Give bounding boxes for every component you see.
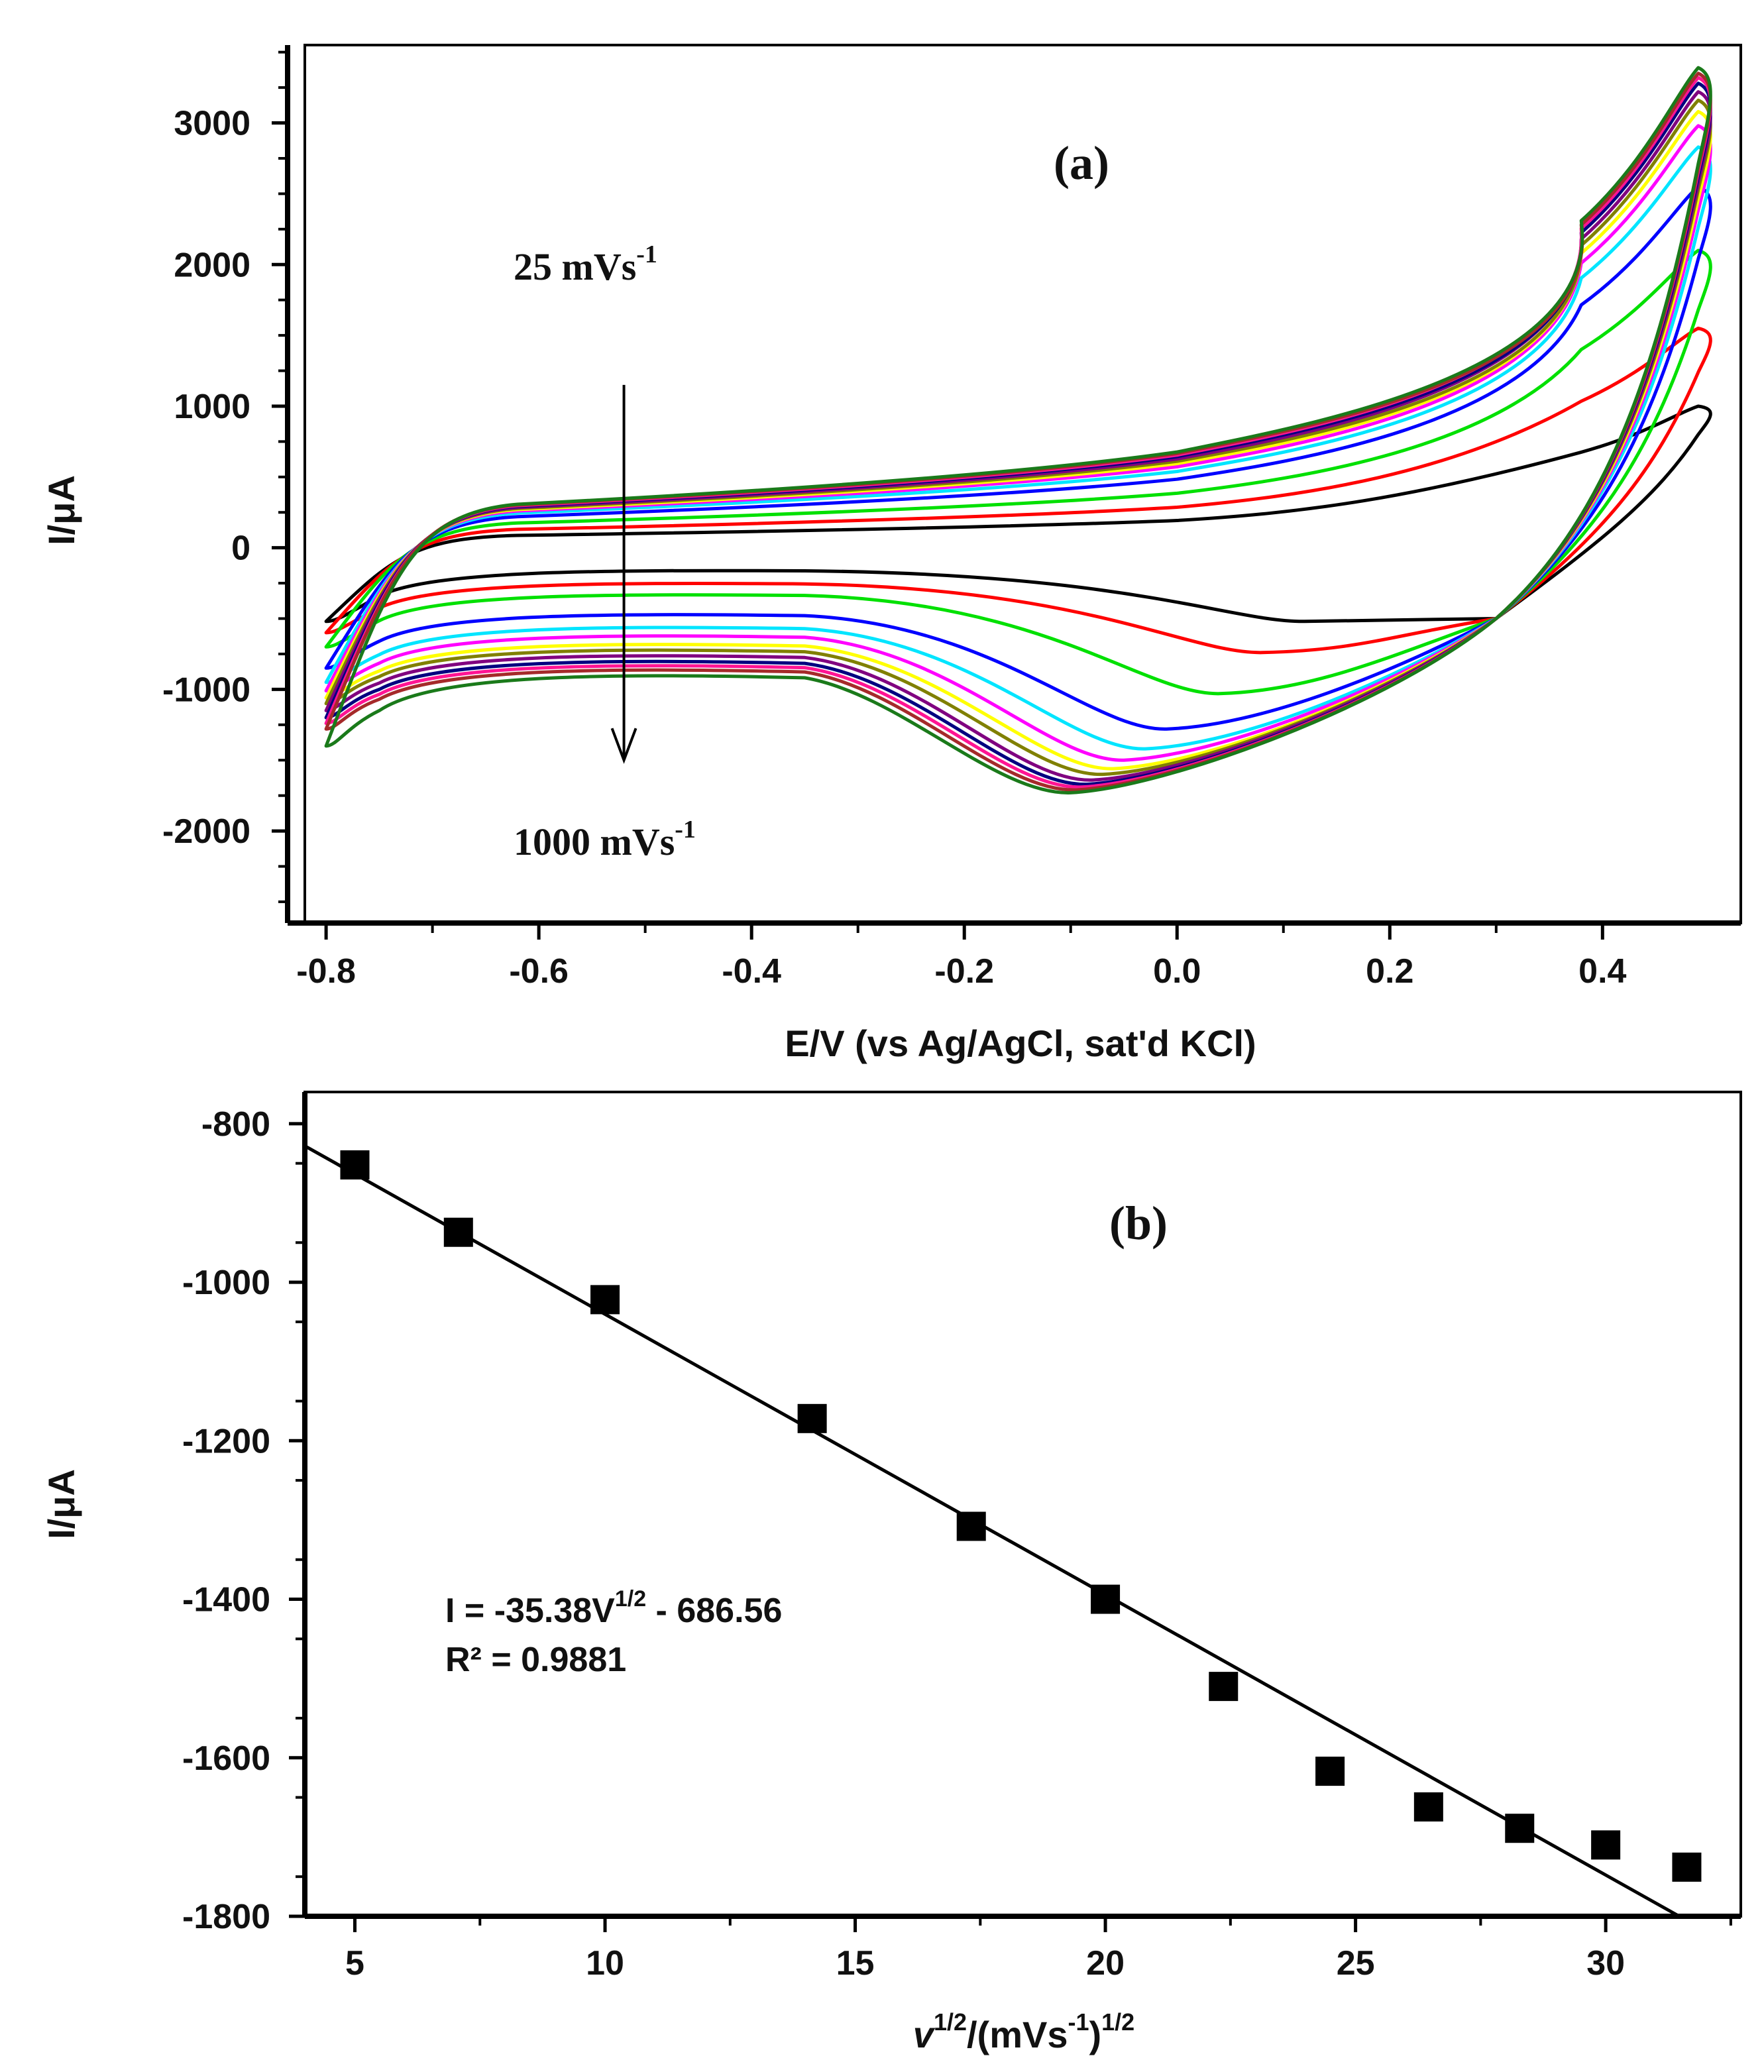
chart-a-series-5 [324, 145, 1712, 751]
chart-b-data-point [1315, 1757, 1345, 1786]
chart-a-y-tick-label: -2000 [162, 812, 250, 851]
chart-b-fit-equation: I = -35.38V1/2 - 686.56 [445, 1586, 782, 1630]
chart-a-series-6 [324, 124, 1712, 762]
chart-b-data-point [443, 1217, 473, 1247]
chart-b-x-tick-label: 5 [345, 1944, 364, 1983]
chart-a-direction-arrow [610, 384, 637, 764]
chart-b-y-tick-label: -1600 [182, 1739, 270, 1778]
chart-b-y-tick-label: -1400 [182, 1581, 270, 1619]
chart-b-y-axis-title: I/μA [40, 1469, 82, 1539]
chart-b-x-tick-label: 15 [836, 1944, 875, 1983]
chart-b-x-tick-label: 30 [1586, 1944, 1625, 1983]
chart-b-data-point [956, 1511, 986, 1541]
chart-a-y-tick-label: 1000 [174, 388, 250, 426]
chart-b-data-point [1209, 1672, 1239, 1702]
chart-b-data-point [1505, 1814, 1535, 1843]
chart-a-panel-label: (a) [1054, 136, 1109, 190]
chart-a-x-tick-label: 0.0 [1153, 952, 1201, 991]
chart-a-x-tick-label: 0.2 [1366, 952, 1413, 991]
chart-b-y-tick-label: -800 [201, 1105, 270, 1144]
chart-a-end-annotation: 1000 mVs-1 [514, 816, 696, 863]
chart-b-panel-label: (b) [1109, 1197, 1168, 1250]
chart-a-start-annotation: 25 mVs-1 [514, 241, 657, 288]
chart-b-y-tick-label: -1200 [182, 1422, 270, 1460]
chart-b-x-axis-title: v1/2/(mVs-1)1/2 [913, 2008, 1134, 2055]
chart-a-y-tick-label: 3000 [174, 105, 250, 143]
chart-b-x-tick-label: 25 [1337, 1944, 1375, 1983]
chart-b-data-point [1672, 1852, 1702, 1882]
chart-a-series-3 [324, 248, 1712, 696]
chart-b-r-squared: R² = 0.9881 [445, 1641, 626, 1679]
chart-b-data-point [590, 1285, 620, 1315]
chart-b-data-point [1591, 1830, 1621, 1860]
chart-b-fit-line [303, 1144, 1681, 1918]
chart-a-x-tick-label: 0.4 [1578, 952, 1626, 991]
chart-a-series-2 [324, 326, 1712, 655]
chart-b: 5 10 15 20 25 30 -1800 -1600 -1400 -1200 -1000 -80… [40, 1091, 1742, 2055]
chart-a-series-13 [324, 66, 1712, 794]
chart-b-data-point [1091, 1584, 1121, 1614]
chart-a-x-axis-title: E/V (vs Ag/AgCl, sat'd KCl) [785, 1022, 1256, 1064]
chart-a-y-axis-title: I/μA [40, 475, 82, 545]
chart-b-x-tick-label: 10 [586, 1944, 624, 1983]
chart-a: -0.8 -0.6 -0.4 -0.2 0.0 0.2 0.4 -2000 -1000 0 100… [40, 44, 1742, 1064]
chart-a-y-tick-label: 0 [231, 529, 250, 568]
chart-a-series-4 [324, 185, 1712, 731]
chart-b-data-point [797, 1403, 827, 1433]
chart-b-data-point [1413, 1792, 1443, 1822]
chart-a-series-1 [324, 404, 1712, 624]
chart-b-x-tick-label: 20 [1086, 1944, 1125, 1983]
chart-b-data-point [340, 1150, 370, 1180]
chart-a-x-tick-label: -0.2 [934, 952, 994, 991]
chart-b-y-tick-label: -1000 [182, 1264, 270, 1302]
chart-a-y-tick-label: -1000 [162, 671, 250, 709]
chart-a-x-tick-label: -0.8 [296, 952, 356, 991]
chart-b-y-tick-label: -1800 [182, 1898, 270, 1936]
chart-a-arrow-head [610, 728, 637, 764]
chart-a-y-tick-label: 2000 [174, 246, 250, 284]
chart-a-x-tick-label: -0.4 [722, 952, 781, 991]
chart-a-x-tick-label: -0.6 [509, 952, 569, 991]
